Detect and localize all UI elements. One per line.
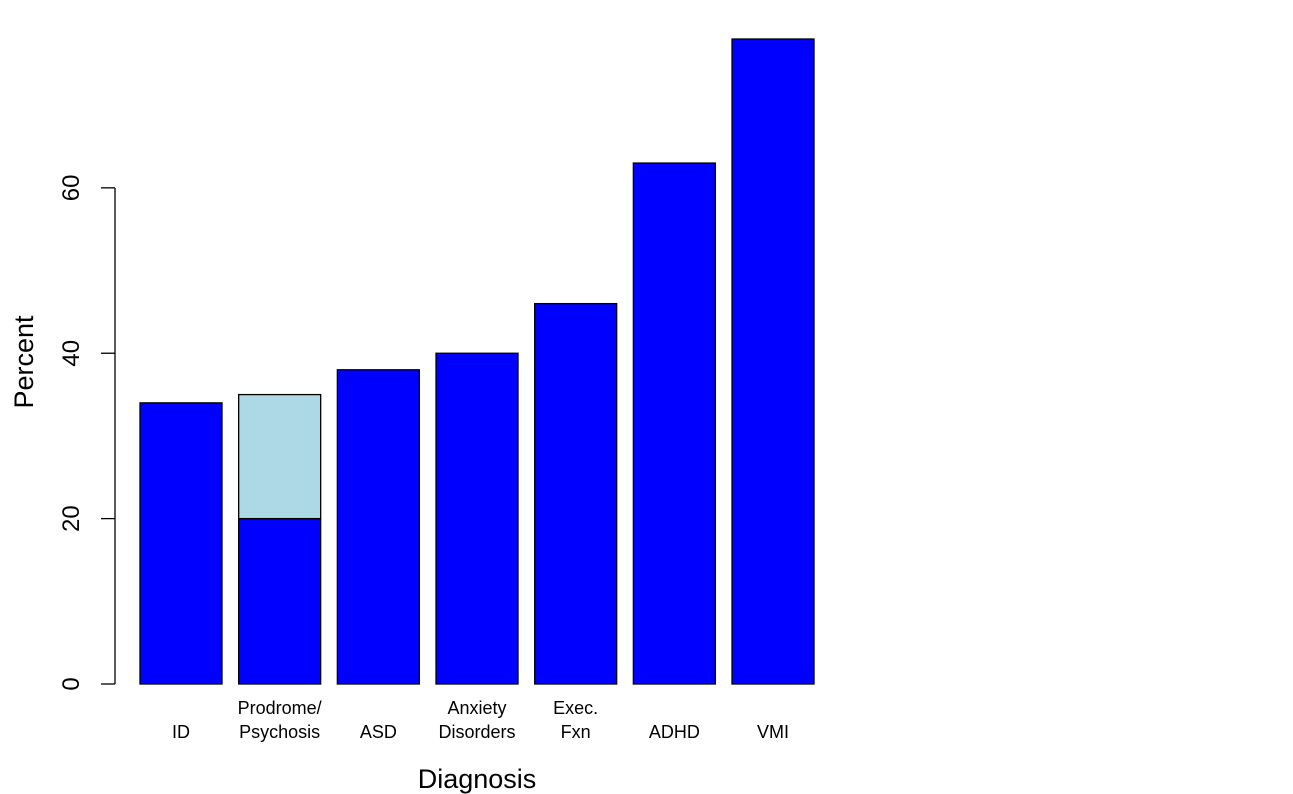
x-tick-label-3-line-0: Anxiety: [447, 698, 506, 718]
x-tick-label-6-line-0: VMI: [757, 722, 789, 742]
x-tick-label-0-line-0: ID: [172, 722, 190, 742]
y-tick-label-3: 60: [58, 174, 85, 201]
x-tick-label-3-line-1: Disorders: [438, 722, 515, 742]
x-tick-label-4-line-0: Exec.: [553, 698, 598, 718]
y-tick-label-1: 20: [58, 505, 85, 532]
bar-2-series-0: [336, 369, 420, 685]
bar-4-series-0: [534, 302, 618, 685]
y-tick-label-2: 40: [58, 340, 85, 367]
y-axis-title: Percent: [9, 315, 39, 409]
bar-1-series-1: [238, 393, 322, 520]
bar-5-series-0: [632, 162, 716, 685]
bar-6-series-0: [731, 38, 815, 685]
bar-0-series-0: [139, 402, 223, 685]
bar-3-series-0: [435, 352, 519, 685]
y-tick-label-0: 0: [58, 677, 85, 690]
x-tick-label-4-line-1: Fxn: [561, 722, 591, 742]
x-axis-title: Diagnosis: [418, 764, 537, 794]
bars-group: [139, 38, 815, 685]
x-tick-label-1-line-1: Psychosis: [239, 722, 320, 742]
x-tick-label-2-line-0: ASD: [360, 722, 397, 742]
x-tick-label-5-line-0: ADHD: [649, 722, 700, 742]
bar-1-series-0: [238, 517, 322, 685]
x-tick-label-1-line-0: Prodrome/: [238, 698, 322, 718]
y-axis: 0 20 40 60: [58, 174, 116, 691]
x-tick-labels: ID Prodrome/Psychosis ASD Anxiety Disorders E…: [172, 698, 789, 742]
